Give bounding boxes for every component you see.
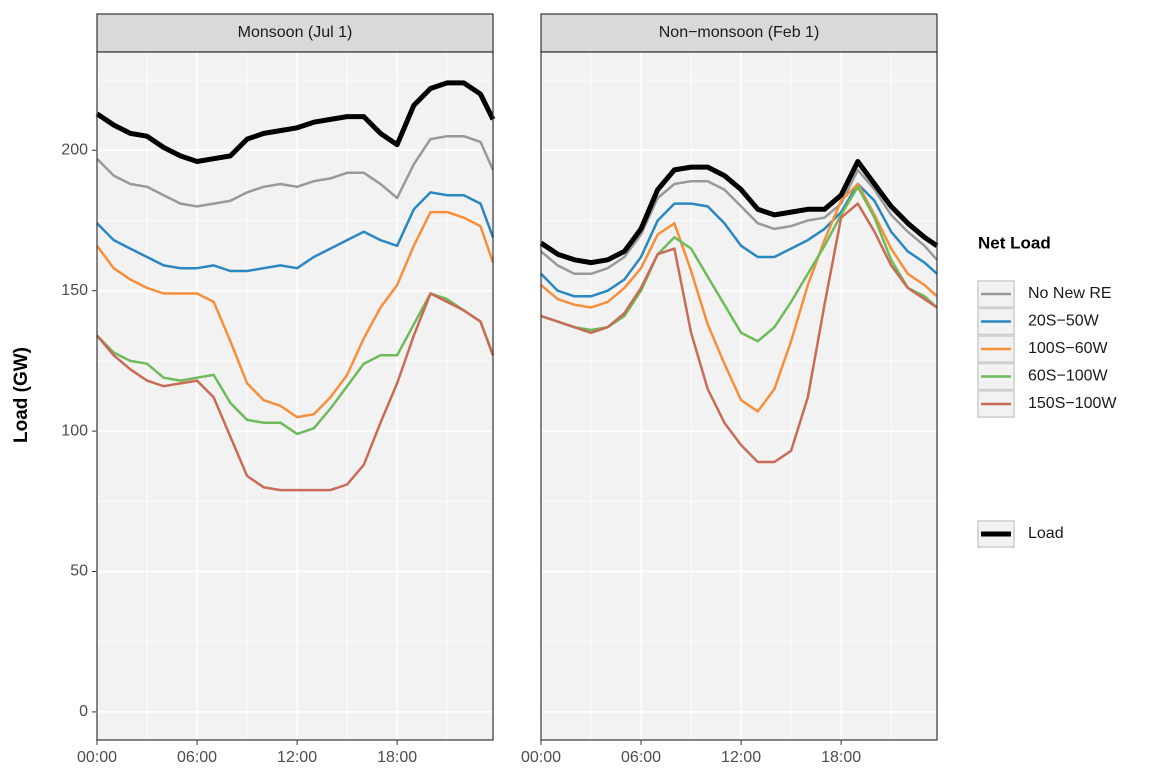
- facet-strip: [96, 13, 494, 53]
- legend-label: 150S−100W: [1028, 395, 1117, 412]
- series-line: [540, 182, 938, 298]
- x-tick-label: 06:00: [177, 749, 217, 766]
- panel: [97, 52, 493, 740]
- series-line: [96, 134, 495, 208]
- facet-title: Non−monsoon (Feb 1): [659, 24, 820, 41]
- y-tick-label: 50: [70, 563, 88, 580]
- series-line: [95, 210, 495, 419]
- y-axis-title: Load (GW): [11, 347, 32, 443]
- legend-label: No New RE: [1028, 285, 1112, 302]
- panel-border: [96, 51, 494, 741]
- series-line: [540, 202, 938, 464]
- series-line: [95, 80, 496, 164]
- x-tick-label: 18:00: [821, 749, 861, 766]
- x-tick-label: 12:00: [721, 749, 761, 766]
- facet-strip: [540, 13, 938, 53]
- y-tick-label: 100: [61, 422, 88, 439]
- series-line: [539, 159, 939, 266]
- x-tick-label: 12:00: [277, 749, 317, 766]
- legend-label: Load: [1028, 525, 1064, 542]
- x-tick-label: 18:00: [377, 749, 417, 766]
- legend-label: 20S−50W: [1028, 313, 1100, 330]
- y-tick-label: 200: [61, 142, 88, 159]
- legend-label: 100S−60W: [1028, 340, 1109, 357]
- x-tick-label: 06:00: [621, 749, 661, 766]
- facet-title: Monsoon (Jul 1): [238, 24, 353, 41]
- panel-border: [540, 51, 938, 741]
- y-tick-label: 0: [79, 703, 88, 720]
- series-line: [540, 168, 938, 276]
- x-tick-label: 00:00: [521, 749, 561, 766]
- series-line: [96, 191, 495, 273]
- series-line: [540, 182, 938, 413]
- y-tick-label: 150: [61, 282, 88, 299]
- x-tick-label: 00:00: [77, 749, 117, 766]
- series-line: [96, 292, 495, 492]
- legend-label: 60S−100W: [1028, 368, 1109, 385]
- legend-title: Net Load: [978, 233, 1051, 252]
